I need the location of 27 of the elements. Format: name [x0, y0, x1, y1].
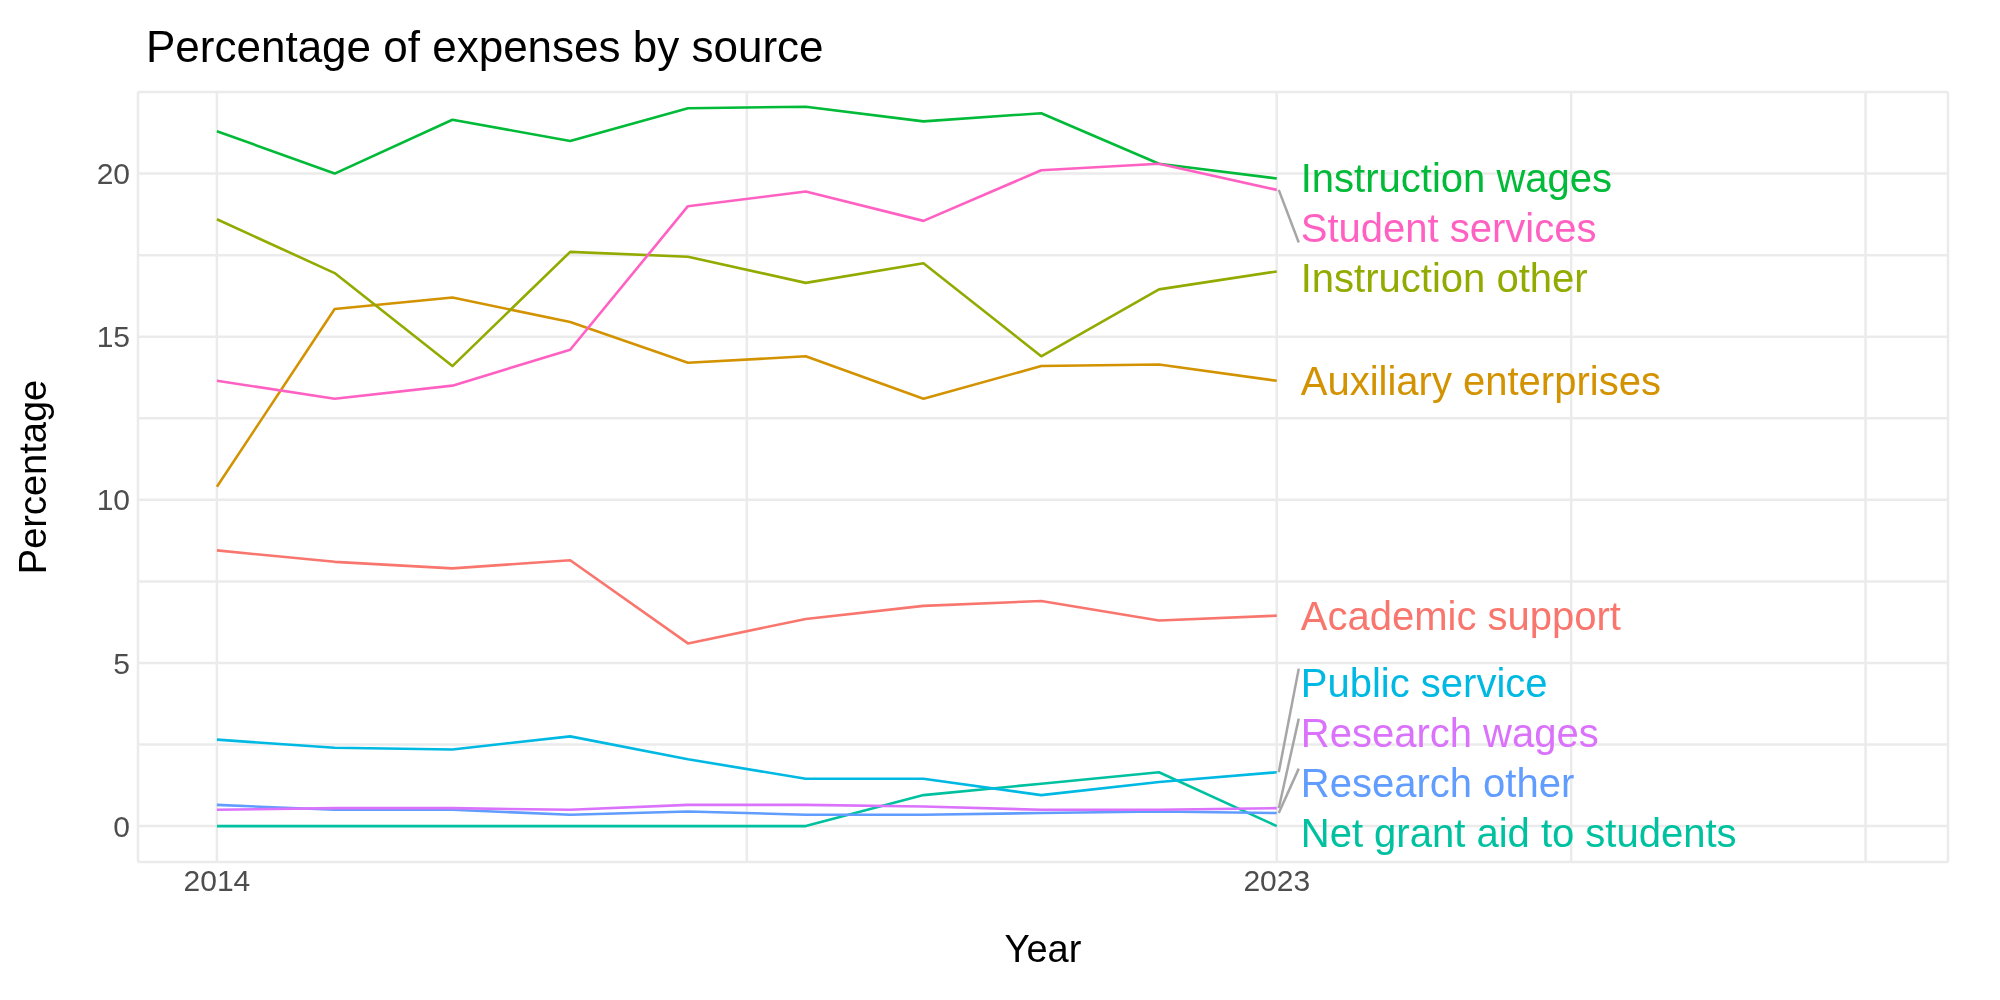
y-axis-title: Percentage — [12, 379, 55, 575]
x-axis-title: Year — [1004, 928, 1082, 970]
line-series — [215, 803, 1279, 816]
line-series — [215, 770, 1279, 828]
y-tick-label: 10 — [96, 483, 130, 517]
series-label: Academic support — [1300, 593, 1621, 638]
y-tick-label: 0 — [113, 809, 130, 843]
series-label: Auxiliary enterprises — [1300, 358, 1661, 403]
line-series — [215, 296, 1279, 489]
series-label: Net grant aid to students — [1300, 810, 1737, 855]
line-series — [215, 105, 1279, 180]
series-label: Public service — [1300, 660, 1548, 705]
y-tick-label: 5 — [113, 646, 130, 680]
x-tick-label: 2014 — [183, 864, 251, 898]
series-label: Research other — [1300, 760, 1575, 805]
line-series — [215, 549, 1279, 645]
series-label: Instruction other — [1300, 256, 1588, 301]
line-series — [215, 735, 1279, 797]
line-series — [215, 162, 1279, 400]
series-label: Instruction wages — [1300, 156, 1613, 201]
chart-title: Percentage of expenses by source — [145, 21, 825, 73]
y-tick-label: 15 — [96, 320, 130, 354]
series-label: Student services — [1300, 206, 1597, 251]
x-tick-label: 2023 — [1243, 864, 1311, 898]
y-tick-label: 20 — [96, 157, 130, 191]
series-label: Research wages — [1300, 710, 1599, 755]
line-series — [215, 217, 1279, 368]
